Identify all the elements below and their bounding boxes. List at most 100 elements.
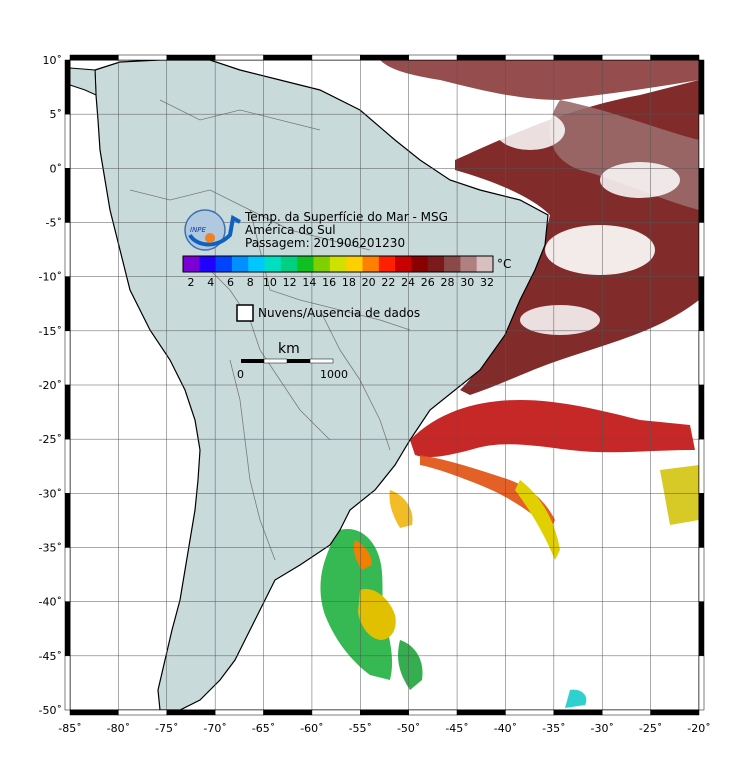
frame-segment: [64, 113, 71, 169]
colorbar-tick-label: 10: [263, 276, 277, 289]
frame-segment: [360, 54, 409, 61]
colorbar-tick-label: 6: [227, 276, 234, 289]
colorbar-tick-label: 28: [441, 276, 455, 289]
frame-segment: [166, 54, 216, 61]
lon-tick-label: -20˚: [687, 722, 710, 735]
frame-segment: [64, 438, 71, 494]
lat-tick-label: -45˚: [39, 650, 62, 663]
frame-segment: [64, 601, 71, 657]
lon-tick-label: -85˚: [58, 722, 81, 735]
frame-segment: [64, 276, 71, 332]
lat-tick-labels: 10˚ 5˚ 0˚ -5˚ -10˚ -15˚ -20˚ -25˚ -30˚ -35˚ -40˚ -4…: [39, 54, 62, 717]
colorbar-tick-label: 14: [302, 276, 316, 289]
lon-tick-label: -35˚: [542, 722, 565, 735]
colorbar-tick-label: 4: [207, 276, 214, 289]
lat-tick-label: -50˚: [39, 704, 62, 717]
frame-segment: [698, 276, 705, 332]
colorbar-segment: [199, 256, 217, 272]
colorbar-tick-label: 12: [283, 276, 297, 289]
frame-segment: [553, 54, 603, 61]
frame-segment: [698, 59, 705, 115]
frame-segment: [698, 547, 705, 602]
frame-segment: [408, 54, 458, 61]
colorbar-segment: [313, 256, 331, 272]
colorbar-segment: [264, 256, 282, 272]
colorbar-segment: [460, 256, 478, 272]
cloud-swatch: [236, 304, 254, 322]
colorbar-tick-label: 24: [401, 276, 415, 289]
lon-tick-label: -80˚: [107, 722, 130, 735]
legend-region: América do Sul: [245, 223, 336, 237]
lat-tick-label: -35˚: [39, 542, 62, 555]
frame-segment: [69, 709, 119, 716]
scale-label-1000: 1000: [320, 368, 348, 381]
lat-tick-label: -25˚: [39, 433, 62, 446]
frame-segment: [214, 54, 264, 61]
frame-segment: [360, 709, 409, 716]
frame-segment: [263, 54, 313, 61]
legend: INPE Temp. da Superfície do Mar - MSG Am…: [182, 209, 511, 381]
lon-tick-labels: -85˚ -80˚ -75˚ -70˚ -65˚ -60˚ -55˚ -50˚ -45˚ -40˚…: [58, 722, 710, 735]
frame-segment: [64, 168, 71, 223]
frame-segment: [408, 709, 458, 716]
lon-tick-label: -40˚: [494, 722, 517, 735]
frame-segment: [456, 54, 506, 61]
lon-tick-label: -65˚: [252, 722, 275, 735]
frame-segment: [166, 709, 216, 716]
frame-segment: [698, 113, 705, 169]
lon-tick-label: -60˚: [300, 722, 323, 735]
lon-tick-label: -25˚: [639, 722, 662, 735]
scale-bar: km 0 1000: [237, 341, 348, 381]
frame-segment: [311, 709, 361, 716]
colorbar-segment: [444, 256, 461, 272]
scale-unit: km: [278, 341, 300, 357]
colorbar-tick-label: 8: [247, 276, 254, 289]
frame-segment: [698, 330, 705, 386]
colorbar-segment: [476, 256, 494, 272]
frame-segment: [64, 547, 71, 602]
frame-segment: [698, 168, 705, 223]
frame-segment: [311, 54, 361, 61]
sst-field: [320, 60, 699, 708]
colorbar-unit: °C: [497, 257, 511, 271]
lon-tick-label: -30˚: [590, 722, 613, 735]
lat-tick-label: 10˚: [43, 54, 63, 67]
colorbar-segment: [297, 256, 315, 272]
frame-segment: [505, 709, 555, 716]
colorbar-tick-label: 2: [188, 276, 195, 289]
frame-segment: [698, 601, 705, 657]
frame-segment: [650, 709, 700, 716]
colorbar-segment: [378, 256, 396, 272]
colorbar-segment: [346, 256, 363, 272]
frame-segment: [698, 222, 705, 277]
frame-segment: [118, 54, 168, 61]
lon-tick-label: -50˚: [397, 722, 420, 735]
colorbar-segment: [215, 256, 233, 272]
frame-segment: [650, 54, 700, 61]
colorbar-segment: [280, 256, 298, 272]
logo-text: INPE: [190, 226, 207, 234]
frame-segment: [505, 54, 555, 61]
inpe-logo-icon: INPE: [184, 209, 241, 251]
lon-tick-label: -70˚: [203, 722, 226, 735]
lat-tick-label: -40˚: [39, 596, 62, 609]
lat-tick-label: -20˚: [39, 379, 62, 392]
colorbar-tick-label: 16: [322, 276, 336, 289]
frame-segment: [553, 709, 603, 716]
frame-segment: [698, 438, 705, 494]
lat-tick-label: -15˚: [39, 325, 62, 338]
frame-segment: [263, 709, 313, 716]
colorbar-tick-label: 18: [342, 276, 356, 289]
frame-segment: [64, 59, 71, 115]
frame-segment: [69, 54, 119, 61]
colorbar-tick-label: 26: [421, 276, 435, 289]
frame-segment: [601, 709, 651, 716]
frame-segment: [214, 709, 264, 716]
lat-tick-label: -10˚: [39, 271, 62, 284]
colorbar-segment: [231, 256, 249, 272]
frame-segment: [118, 709, 168, 716]
frame-segment: [64, 493, 71, 548]
colorbar: [182, 255, 494, 273]
colorbar-tick-label: 20: [362, 276, 376, 289]
